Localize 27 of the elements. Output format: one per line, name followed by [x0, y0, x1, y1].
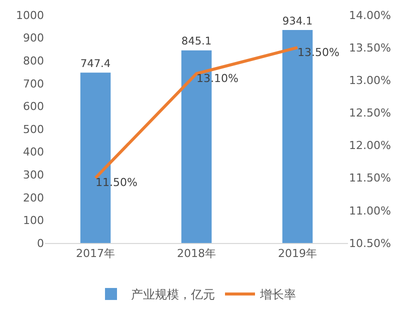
- y-tick-label: 300: [23, 168, 44, 182]
- y2-tick-label: 14.00%: [349, 8, 391, 22]
- legend-label: 产业规模，亿元: [131, 288, 215, 302]
- y-tick-label: 200: [23, 191, 44, 204]
- y2-tick-label: 13.50%: [349, 41, 391, 54]
- y-tick-label: 900: [23, 32, 44, 45]
- y-tick-label: 100: [23, 214, 44, 228]
- data-label: 747.4: [80, 58, 111, 70]
- data-label: 845.1: [181, 36, 212, 48]
- y2-tick-label: 11.00%: [349, 204, 391, 218]
- data-label: 934.1: [282, 15, 313, 28]
- y-tick-label: 0: [37, 236, 44, 250]
- y-tick-label: 500: [23, 122, 44, 136]
- y2-tick-label: 12.00%: [349, 139, 391, 152]
- y2-tick-label: 10.50%: [349, 236, 391, 250]
- y-tick-label: 1000: [16, 8, 44, 22]
- y2-tick-label: 12.50%: [349, 106, 391, 120]
- y-tick-label: 800: [23, 54, 44, 68]
- x-tick-label: 2019年: [278, 247, 317, 260]
- y2-tick-label: 13.00%: [349, 74, 391, 87]
- y-tick-label: 600: [23, 100, 44, 114]
- y-tick-label: 700: [23, 77, 44, 90]
- x-tick-label: 2018年: [177, 247, 216, 260]
- legend-label: 增长率: [259, 288, 296, 302]
- y2-tick-label: 11.50%: [349, 172, 391, 185]
- x-tick-label: 2017年: [76, 247, 115, 260]
- y-tick-label: 400: [23, 146, 44, 159]
